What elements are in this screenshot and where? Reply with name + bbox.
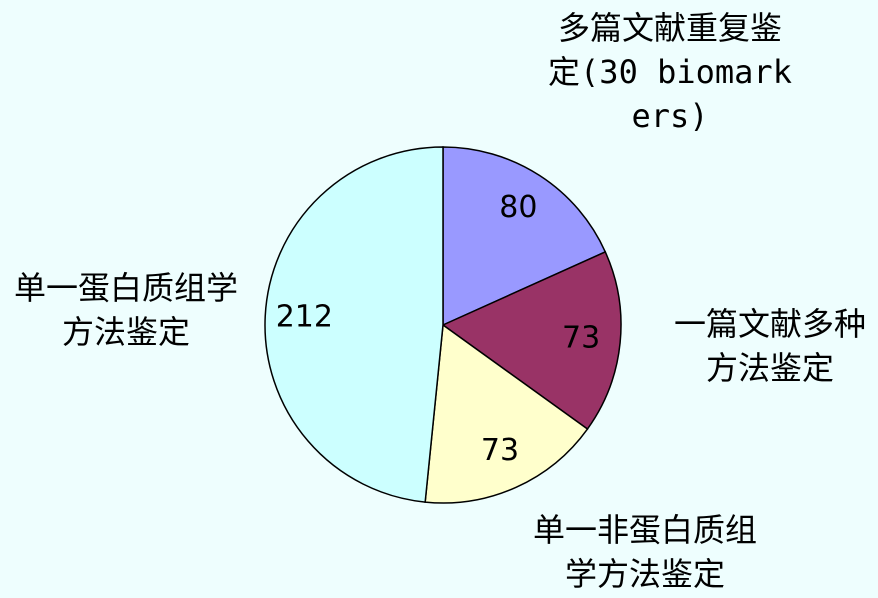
slice-label: 多篇文献重复鉴定(30 biomarkers) [548, 9, 792, 135]
value-label: 73 [481, 433, 519, 468]
pie-slice [264, 146, 444, 503]
pie-slice [424, 323, 589, 504]
value-label: 80 [499, 190, 537, 225]
pie-slice [442, 146, 607, 327]
value-label: 212 [276, 300, 333, 335]
slice-label: 单一非蛋白质组学方法鉴定 [532, 511, 757, 593]
pie-slice [441, 250, 622, 431]
value-label: 73 [562, 320, 600, 355]
slice-label: 单一蛋白质组学方法鉴定 [13, 269, 238, 351]
slice-label: 一篇文献多种方法鉴定 [673, 305, 866, 387]
